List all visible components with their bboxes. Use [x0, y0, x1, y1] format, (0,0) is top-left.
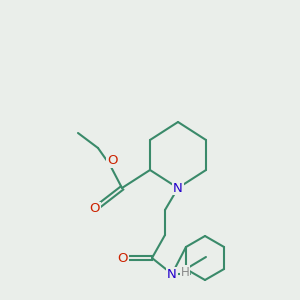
- Text: O: O: [90, 202, 100, 215]
- Text: O: O: [118, 251, 128, 265]
- Text: N: N: [173, 182, 183, 194]
- Text: H: H: [181, 266, 189, 278]
- Text: O: O: [107, 154, 117, 167]
- Text: N: N: [167, 268, 177, 281]
